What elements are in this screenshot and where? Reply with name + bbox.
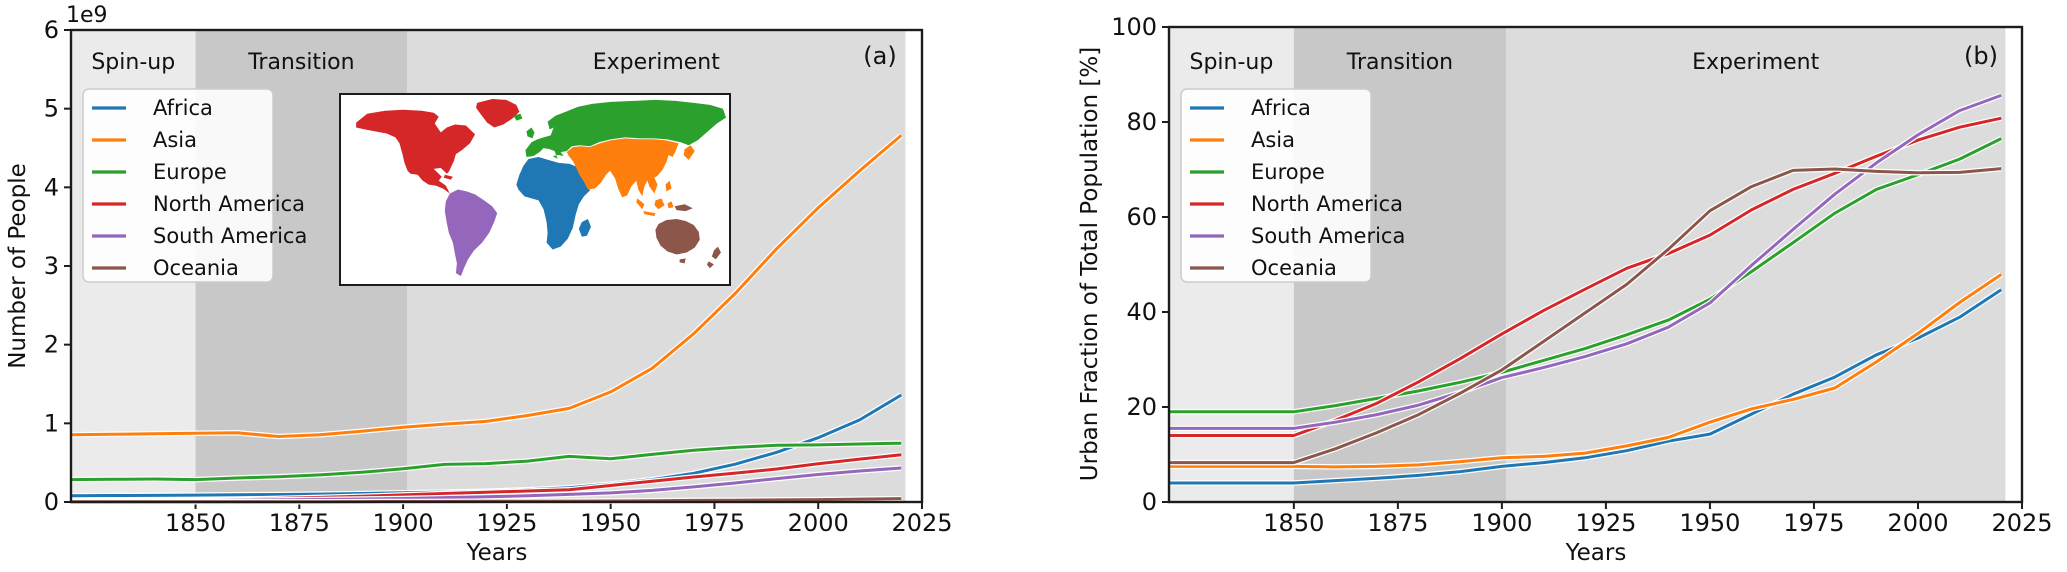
legend-label-africa: Africa: [1251, 96, 1311, 120]
map-continent-australia: [655, 219, 700, 255]
x-axis-label-b: Years: [1565, 540, 1627, 566]
series-line-africa: [1169, 288, 2003, 485]
legend: Africa Asia Europe North America South Ameri…: [1180, 88, 1405, 283]
y-tick-label: 5: [44, 95, 59, 123]
y-tick-label: 6: [44, 16, 59, 44]
phase-label-transition: Transition: [1346, 50, 1453, 75]
series-line-asia: [1169, 273, 2003, 469]
y-tick-label: 20: [1126, 393, 1157, 421]
x-tick-label: 1975: [1783, 509, 1844, 537]
phase-label-spin-up: Spin-up: [1189, 50, 1273, 75]
axes-spine: [1167, 25, 2024, 504]
panel-letter-b: (b): [1964, 42, 1998, 70]
panel-letter-a: (a): [863, 42, 897, 70]
series-line-asia: [70, 134, 903, 438]
series-line-europe: [1169, 137, 2002, 414]
y-tick-label: 0: [1142, 488, 1157, 516]
phase-label-transition: Transition: [247, 50, 354, 75]
x-tick-label: 1850: [165, 509, 226, 537]
series-line-north-america: [1169, 116, 2002, 437]
x-tick-label: 2025: [1991, 509, 2052, 537]
x-tick-label: 1900: [1471, 509, 1532, 537]
y-tick-label: 1: [44, 409, 59, 437]
map-island-greenland: [476, 98, 520, 128]
legend: Africa Asia Europe North America South Ameri…: [82, 88, 307, 283]
phase-label-spin-up: Spin-up: [91, 50, 175, 75]
legend-label-oceania: Oceania: [153, 256, 239, 280]
x-tick-label: 1850: [1263, 509, 1324, 537]
map-continent-asia: [566, 138, 679, 198]
y-axis-offset-text: 1e9: [66, 3, 108, 28]
map-island-tasmania: [679, 258, 686, 264]
map-islands-new-zealand: [706, 246, 721, 269]
x-tick-label: 1950: [580, 509, 641, 537]
legend-box: [82, 88, 274, 283]
x-tick-label: 1900: [373, 509, 434, 537]
legend-label-europe: Europe: [153, 160, 227, 184]
world-map-svg: [356, 98, 726, 277]
series-line-oceania: [1169, 167, 2002, 465]
map-continent-south-america: [444, 189, 498, 277]
x-tick-label: 1950: [1679, 509, 1740, 537]
x-tick-label: 1925: [476, 509, 537, 537]
x-tick-label: 1975: [684, 509, 745, 537]
chart-panel-b: Spin-up Transition Experiment 1850 1875 1900 1…: [1111, 13, 2052, 537]
y-tick-label: 4: [44, 173, 59, 201]
phase-label-experiment: Experiment: [1692, 50, 1819, 75]
legend-label-asia: Asia: [153, 128, 197, 152]
legend-label-asia: Asia: [1251, 128, 1295, 152]
y-axis-label-a: Number of People: [5, 163, 31, 369]
map-island-iceland: [513, 113, 523, 121]
x-axis-label-a: Years: [466, 540, 528, 566]
y-axis-label-b: Urban Fraction of Total Population [%]: [1077, 46, 1103, 482]
map-island-new-guinea: [674, 204, 693, 212]
y-tick-label: 100: [1111, 13, 1157, 41]
x-tick-label: 1875: [1367, 509, 1428, 537]
legend-label-north-america: North America: [1251, 192, 1403, 216]
legend-label-africa: Africa: [153, 96, 213, 120]
legend-label-europe: Europe: [1251, 160, 1325, 184]
legend-label-south-america: South America: [153, 224, 307, 248]
x-tick-label: 2000: [1887, 509, 1948, 537]
series-line-europe: [70, 441, 902, 482]
y-tick-label: 3: [44, 252, 59, 280]
map-island-japan: [683, 145, 695, 160]
legend-label-north-america: North America: [153, 192, 305, 216]
y-tick-label: 2: [44, 331, 59, 359]
x-tick-label: 2025: [891, 509, 952, 537]
map-island-madagascar: [578, 219, 591, 237]
phase-label-experiment: Experiment: [593, 50, 720, 75]
y-tick-label: 0: [44, 488, 59, 516]
x-tick-label: 1925: [1575, 509, 1636, 537]
map-continent-north-america: [356, 109, 476, 194]
map-island-britain: [526, 127, 535, 139]
y-tick-label: 80: [1126, 108, 1157, 136]
world-map-inset: [339, 93, 731, 286]
legend-box: [1180, 88, 1372, 283]
x-tick-label: 2000: [788, 509, 849, 537]
map-islands-southeast-asia: [636, 180, 674, 217]
axes-spine: [69, 28, 924, 504]
x-tick-label: 1875: [269, 509, 330, 537]
map-continent-europe: [525, 99, 726, 159]
map-continent-africa: [516, 157, 590, 250]
y-tick-label: 60: [1126, 203, 1157, 231]
map-island-cuba: [443, 174, 453, 180]
legend-label-oceania: Oceania: [1251, 256, 1337, 280]
legend-label-south-america: South America: [1251, 224, 1405, 248]
y-tick-label: 40: [1126, 298, 1157, 326]
